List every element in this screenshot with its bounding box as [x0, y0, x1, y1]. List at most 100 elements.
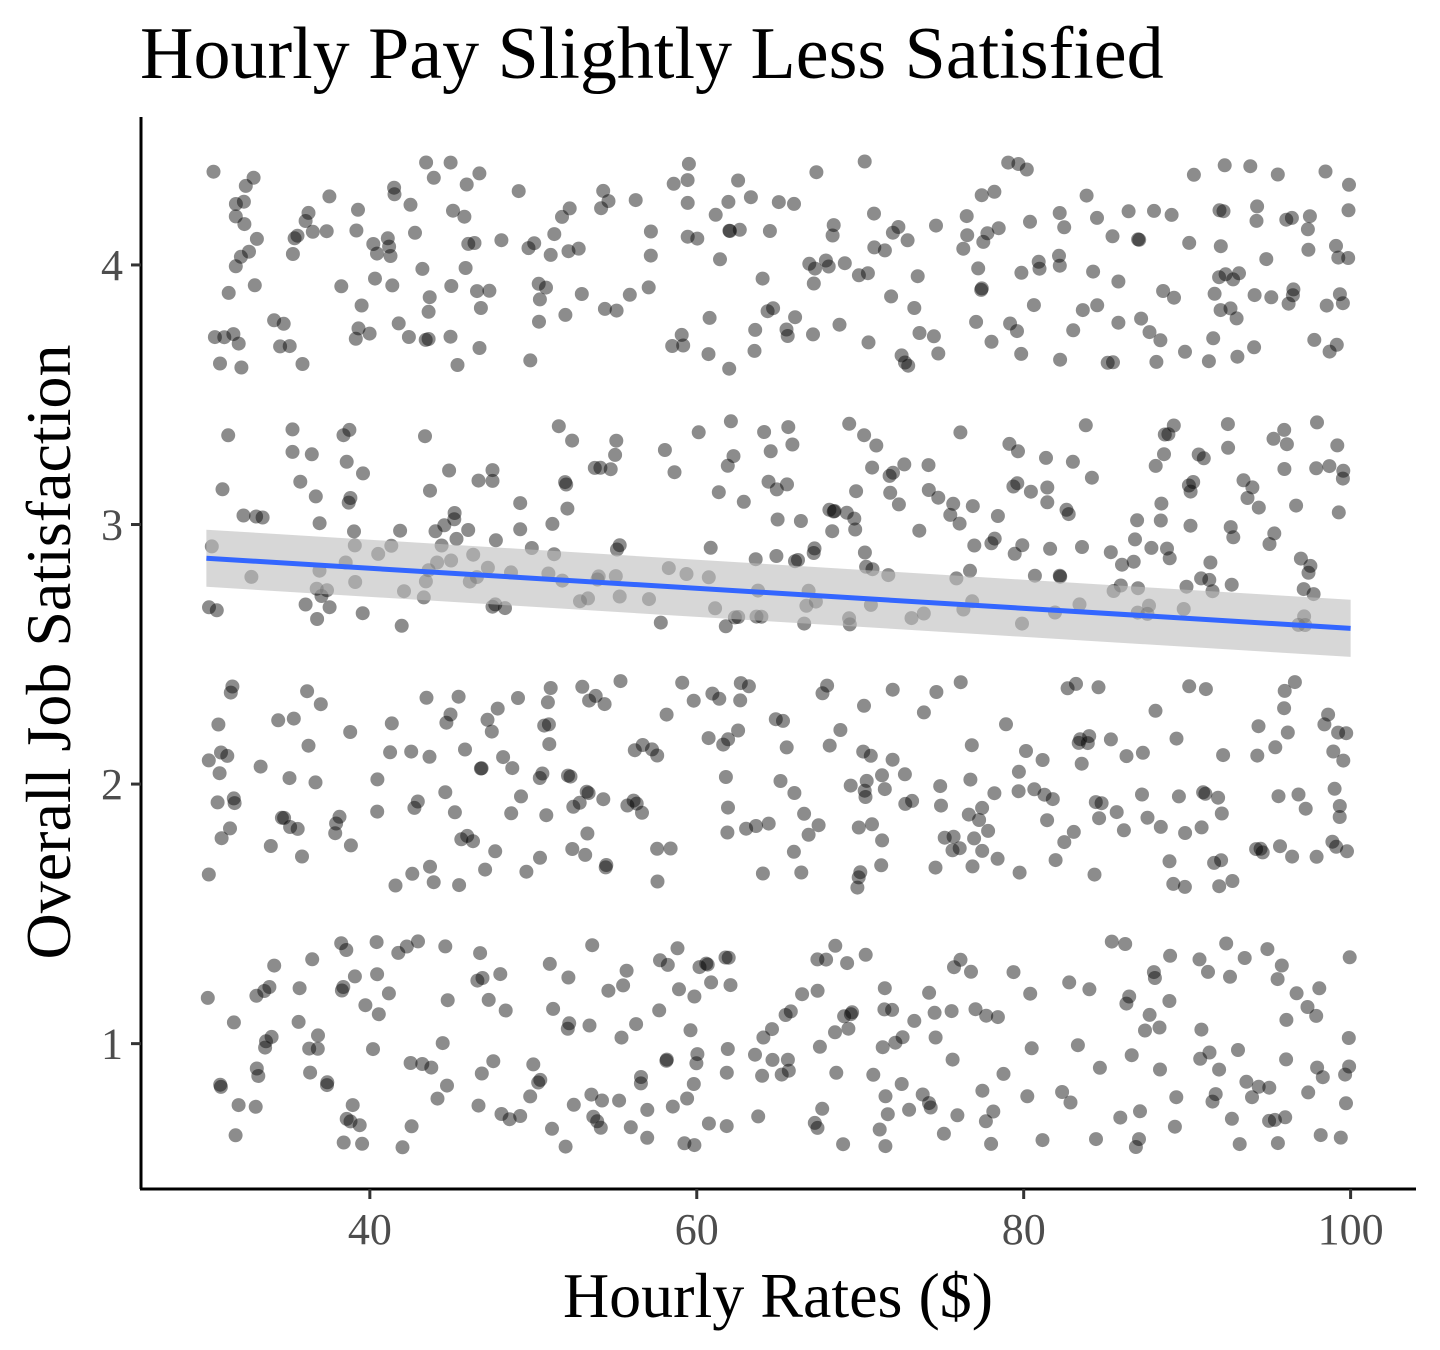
data-point — [305, 952, 320, 967]
data-point — [1270, 972, 1285, 987]
data-point — [601, 983, 616, 998]
data-point — [1131, 232, 1146, 247]
data-point — [780, 329, 795, 343]
data-point — [1226, 530, 1241, 545]
data-point — [810, 1120, 825, 1135]
data-point — [1026, 298, 1041, 313]
data-point — [274, 810, 289, 825]
data-point — [953, 675, 968, 690]
data-point — [214, 745, 228, 760]
data-point — [1157, 427, 1172, 442]
data-point — [355, 1136, 370, 1151]
data-point — [1273, 839, 1287, 854]
data-point — [857, 154, 872, 169]
data-point — [1212, 1062, 1227, 1077]
data-point — [366, 237, 381, 251]
data-point — [1078, 418, 1093, 433]
data-point — [231, 1098, 246, 1113]
data-point — [726, 449, 741, 464]
data-point — [1066, 323, 1081, 338]
data-point — [1213, 303, 1228, 318]
data-point — [1336, 463, 1351, 478]
data-point — [1212, 270, 1227, 285]
data-point — [546, 1001, 561, 1016]
data-point — [680, 229, 695, 244]
data-point — [423, 859, 437, 874]
data-point — [1191, 447, 1206, 462]
data-point — [878, 1139, 893, 1154]
data-point — [1057, 220, 1072, 235]
data-point — [1332, 799, 1347, 813]
data-point — [1249, 842, 1264, 857]
data-point — [825, 228, 840, 243]
data-point — [933, 779, 948, 794]
data-point — [304, 447, 319, 462]
data-point — [558, 1139, 573, 1154]
data-point — [974, 282, 989, 297]
data-point — [702, 310, 717, 325]
data-point — [513, 1109, 528, 1123]
data-point — [640, 1130, 655, 1145]
data-point — [328, 826, 343, 841]
data-point — [1202, 1045, 1217, 1060]
data-point — [907, 301, 922, 315]
data-point — [953, 952, 968, 967]
data-point — [704, 975, 719, 990]
data-point — [212, 766, 227, 781]
data-point — [370, 246, 384, 261]
data-point — [934, 798, 948, 813]
data-point — [984, 536, 999, 551]
data-point — [1082, 982, 1097, 997]
data-point — [978, 1114, 993, 1129]
data-point — [356, 466, 370, 481]
data-point — [435, 1036, 450, 1051]
data-point — [1091, 680, 1106, 695]
data-point — [634, 1070, 648, 1084]
data-point — [1310, 1060, 1325, 1075]
data-point — [454, 832, 469, 847]
data-point — [1287, 675, 1302, 690]
data-point — [987, 531, 1002, 546]
data-point — [444, 279, 459, 293]
data-point — [791, 553, 805, 567]
data-point — [1075, 540, 1089, 554]
data-point — [858, 947, 873, 962]
data-point — [596, 792, 611, 807]
data-point — [473, 946, 488, 961]
data-point — [322, 189, 337, 204]
data-point — [458, 742, 472, 757]
data-point — [214, 831, 229, 846]
data-point — [875, 1040, 890, 1055]
data-point — [640, 1102, 655, 1117]
data-point — [293, 474, 308, 489]
data-point — [837, 1009, 852, 1024]
data-point — [1268, 740, 1283, 755]
data-point — [614, 1030, 629, 1045]
data-point — [1325, 834, 1340, 849]
data-point — [810, 952, 825, 967]
data-point — [537, 718, 552, 733]
data-point — [1031, 254, 1046, 269]
data-point — [1182, 679, 1197, 694]
data-point — [716, 737, 731, 752]
data-point — [872, 1122, 887, 1137]
data-point — [511, 184, 526, 199]
data-point — [1223, 520, 1238, 535]
data-point — [1194, 571, 1209, 586]
data-point — [494, 233, 509, 248]
data-point — [358, 998, 373, 1013]
data-point — [571, 241, 586, 256]
data-point — [249, 231, 264, 246]
data-point — [722, 224, 737, 238]
data-point — [1106, 355, 1120, 370]
data-point — [1239, 1074, 1254, 1089]
data-point — [290, 821, 305, 836]
data-point — [720, 458, 735, 473]
data-point — [419, 155, 434, 170]
data-point — [258, 1040, 273, 1055]
data-point — [1163, 948, 1178, 963]
data-point — [383, 249, 398, 263]
data-point — [405, 866, 420, 881]
data-point — [952, 516, 967, 531]
